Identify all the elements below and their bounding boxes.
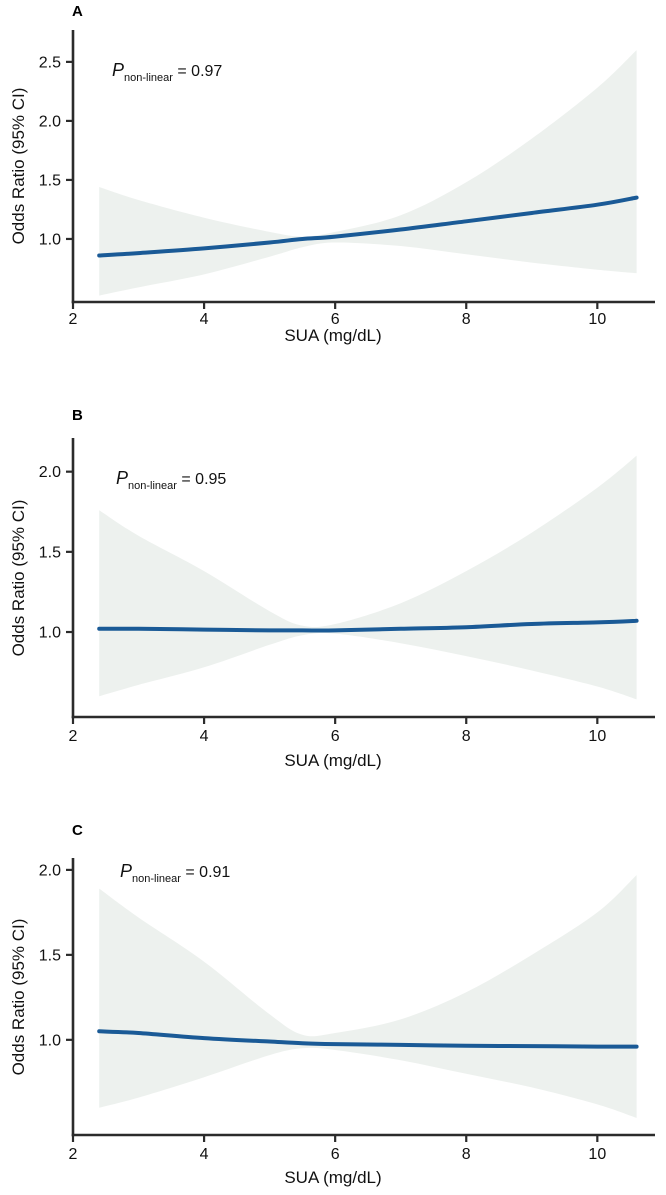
panel-a: 1.0 1.5 2.0 2.5 2 4 6 8 10 A Pnon-linear = 0.97 …: [0, 0, 666, 395]
panel-b: 1.0 1.5 2.0 2 4 6 8 10 B Pnon-linear = 0.95 Odd…: [0, 395, 666, 790]
p-value: = 0.91: [185, 864, 231, 881]
x-tick-label: 6: [331, 311, 340, 328]
x-tick-label: 8: [462, 1146, 471, 1163]
x-tick-label: 10: [588, 311, 606, 328]
panel-c-label: C: [72, 822, 84, 839]
odds-ratio-line: [97, 195, 639, 258]
x-axis-label-c: SUA (mg/dL): [284, 1168, 382, 1187]
chart-b-plot: 1.0 1.5 2.0 2 4 6 8 10: [39, 438, 655, 745]
x-tick-label: 4: [200, 728, 209, 745]
x-tick-label: 2: [69, 311, 78, 328]
x-tick-label: 4: [200, 1146, 209, 1163]
y-tick-label: 1.5: [39, 172, 61, 189]
p-value: = 0.95: [181, 471, 227, 488]
p-nonlinear-annotation-c: Pnon-linear = 0.91: [120, 861, 231, 886]
y-tick-label: 1.5: [39, 947, 61, 964]
y-tick-label: 2.0: [39, 113, 61, 130]
x-tick-label: 6: [331, 728, 340, 745]
p-symbol: P: [112, 60, 125, 80]
p-subscript: non-linear: [128, 480, 177, 493]
y-tick-label: 1.5: [39, 544, 61, 561]
y-tick-label: 1.0: [39, 231, 61, 248]
x-tick-label: 10: [588, 1146, 606, 1163]
p-value: = 0.97: [177, 63, 223, 80]
y-tick-label: 2.5: [39, 54, 61, 71]
x-tick-label: 10: [588, 728, 606, 745]
x-tick-label: 8: [462, 728, 471, 745]
odds-ratio-line: [97, 618, 639, 633]
confidence-band: [99, 50, 637, 296]
y-axis-label-b: Odds Ratio (95% CI): [9, 499, 28, 657]
chart-a-plot: 1.0 1.5 2.0 2.5 2 4 6 8 10: [39, 30, 655, 328]
p-subscript: non-linear: [124, 72, 173, 85]
confidence-band: [99, 455, 637, 700]
y-tick-label: 1.0: [39, 625, 61, 642]
x-tick-label: 8: [462, 311, 471, 328]
p-nonlinear-annotation-b: Pnon-linear = 0.95: [116, 468, 227, 493]
y-axis-label-c: Odds Ratio (95% CI): [9, 918, 28, 1076]
x-tick-label: 2: [69, 728, 78, 745]
x-axis-label-a: SUA (mg/dL): [284, 326, 382, 345]
x-axis-label-b: SUA (mg/dL): [284, 751, 382, 770]
p-nonlinear-annotation-a: Pnon-linear = 0.97: [112, 60, 223, 85]
y-tick-label: 2.0: [39, 464, 61, 481]
confidence-band: [99, 875, 637, 1118]
x-tick-label: 6: [331, 1146, 340, 1163]
x-tick-label: 2: [69, 1146, 78, 1163]
y-axis-label-a: Odds Ratio (95% CI): [9, 87, 28, 245]
p-subscript: non-linear: [132, 873, 181, 886]
x-tick-label: 4: [200, 311, 209, 328]
odds-ratio-line: [97, 1029, 639, 1049]
panel-c: 1.0 1.5 2.0 2 4 6 8 10 C Pnon-linear = 0.91 Odd…: [0, 790, 666, 1195]
chart-c-plot: 1.0 1.5 2.0 2 4 6 8 10: [39, 858, 655, 1163]
y-tick-label: 1.0: [39, 1032, 61, 1049]
y-tick-label: 2.0: [39, 862, 61, 879]
p-symbol: P: [120, 861, 133, 881]
panel-a-label: A: [72, 3, 84, 20]
panel-b-label: B: [72, 407, 84, 424]
p-symbol: P: [116, 468, 129, 488]
